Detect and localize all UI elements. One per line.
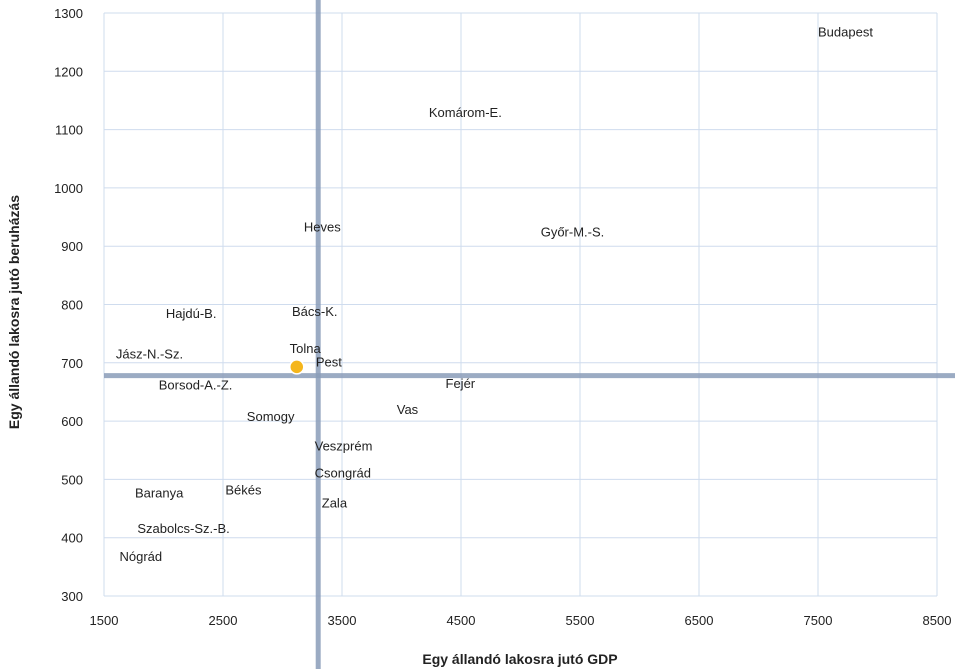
x-tick-label: 7500: [804, 613, 833, 628]
x-tick-label: 2500: [209, 613, 238, 628]
y-tick-label: 1300: [54, 6, 83, 21]
point-label: Jász-N.-Sz.: [116, 347, 183, 362]
x-tick-label: 3500: [328, 613, 357, 628]
point-label: Baranya: [135, 485, 184, 500]
point-label: Tolna: [290, 341, 322, 356]
y-tick-label: 400: [61, 531, 83, 546]
y-tick-label: 600: [61, 414, 83, 429]
y-tick-label: 700: [61, 356, 83, 371]
point-label: Bács-K.: [292, 304, 338, 319]
point-label: Heves: [304, 220, 341, 235]
y-tick-label: 900: [61, 239, 83, 254]
reference-lines: [104, 0, 955, 669]
point-label: Vas: [397, 402, 419, 417]
x-axis-label: Egy állandó lakosra jutó GDP: [422, 651, 617, 667]
point-label: Budapest: [818, 24, 873, 39]
y-tick-label: 300: [61, 589, 83, 604]
y-tick-label: 1200: [54, 64, 83, 79]
point-label: Nógrád: [119, 549, 162, 564]
x-tick-label: 8500: [923, 613, 952, 628]
point-label: Veszprém: [315, 438, 373, 453]
x-tick-label: 4500: [447, 613, 476, 628]
x-tick-label: 5500: [566, 613, 595, 628]
data-points: [289, 359, 305, 375]
y-tick-label: 1100: [55, 123, 83, 138]
point-label: Borsod-A.-Z.: [159, 378, 233, 393]
point-label: Fejér: [446, 376, 476, 391]
point-label: Somogy: [247, 409, 295, 424]
point-label: Szabolcs-Sz.-B.: [137, 521, 229, 536]
point-label: Zala: [322, 495, 348, 510]
tick-labels: 1500 2500 3500 4500 5500 6500 7500 8500 300 400 50…: [54, 6, 951, 628]
gridlines: [103, 12, 938, 597]
point-label: Győr-M.-S.: [541, 224, 605, 239]
highlight-point: [289, 359, 305, 375]
y-tick-label: 500: [61, 472, 83, 487]
point-label: Komárom-E.: [429, 105, 502, 120]
point-label: Pest: [316, 354, 342, 369]
x-tick-label: 6500: [685, 613, 714, 628]
point-label: Hajdú-B.: [166, 306, 217, 321]
y-tick-label: 800: [61, 298, 83, 313]
y-tick-label: 1000: [54, 181, 83, 196]
point-labels: Budapest Komárom-E. Heves Győr-M.-S. Hajdú-B…: [116, 24, 873, 564]
x-tick-label: 1500: [90, 613, 119, 628]
point-label: Csongrád: [315, 466, 371, 481]
y-axis-label: Egy állandó lakosra jutó beruházás: [6, 195, 22, 429]
point-label: Békés: [225, 483, 262, 498]
